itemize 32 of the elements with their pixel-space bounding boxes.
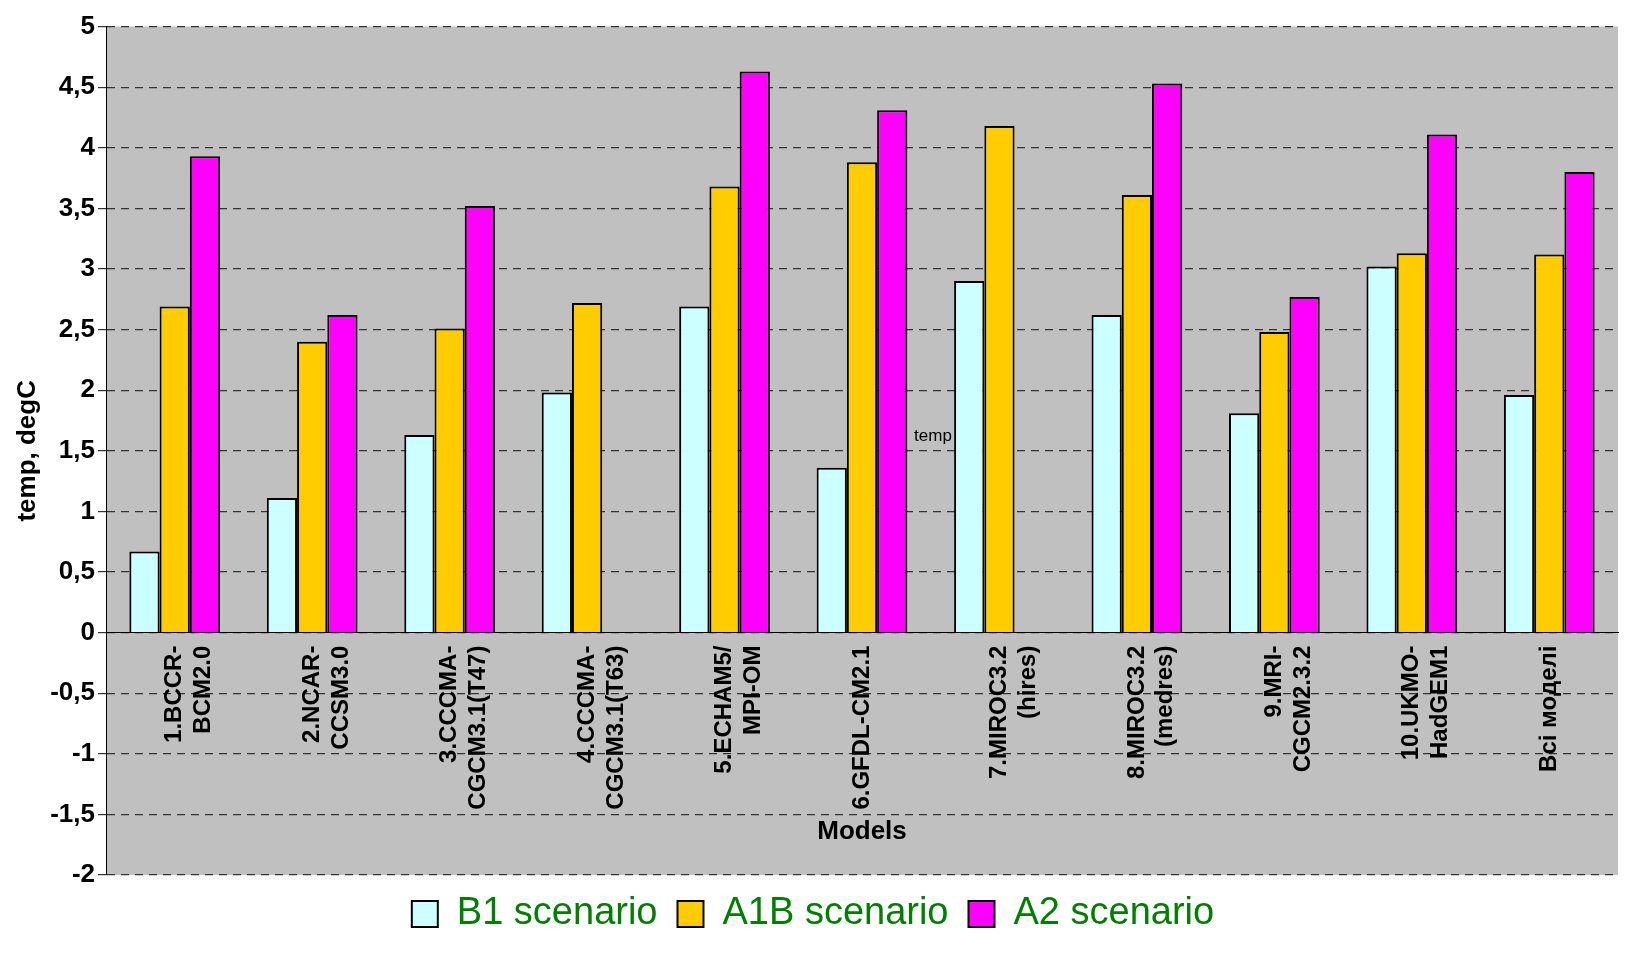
y-tick-label: 3 (80, 252, 95, 283)
y-tick-label: -2 (71, 858, 95, 889)
y-tick-label: 1,5 (58, 433, 95, 464)
x-tick-label: 4.CCCMA- CGCM3.1(T63) (571, 645, 628, 810)
x-tick-label: 2.NCAR- CCSM3.0 (296, 645, 353, 750)
legend-label: A1B scenario (722, 890, 949, 933)
y-tick-label: 2,5 (58, 312, 95, 343)
x-tick-label: 1.BCCR- BCM2.0 (159, 645, 216, 743)
y-tick-label: 2 (80, 373, 95, 404)
x-tick-label: Всі моделі (1533, 645, 1561, 772)
x-tick-label: 9.MRI- CGCM2.3.2 (1258, 645, 1315, 773)
y-tick-label: 1 (80, 494, 95, 525)
y-tick-label: 5 (80, 9, 95, 40)
y-axis-title: temp, degC (10, 379, 41, 522)
y-tick-label: -0,5 (50, 676, 95, 707)
x-tick-label: 5.ECHAM5/ MPI-OM (709, 645, 765, 774)
y-tick-label: 0,5 (58, 555, 95, 586)
x-tick-label: 6.GFDL-CM2.1 (846, 645, 874, 810)
legend-label: A2 scenario (1013, 890, 1215, 933)
y-tick-label: -1,5 (50, 797, 95, 828)
x-tick-label: 7.MIROC3.2 (hires) (984, 645, 1040, 779)
legend-label: B1 scenario (456, 890, 658, 933)
x-tick-label: 10.UKMO- HadGEM1 (1396, 645, 1453, 761)
y-tick-label: 3,5 (58, 191, 95, 222)
annotation: temp (914, 426, 952, 446)
y-tick-label: 4 (80, 130, 96, 161)
y-tick-label: -1 (71, 736, 95, 767)
x-tick-label: 8.MIROC3.2 (medres) (1121, 645, 1178, 779)
x-axis-title: Models (817, 815, 907, 846)
y-tick-label: 4,5 (58, 70, 95, 101)
x-tick-label: 3.CCCMA- CGCM3.1(T47) (434, 645, 491, 810)
y-tick-label: 0 (80, 615, 95, 646)
